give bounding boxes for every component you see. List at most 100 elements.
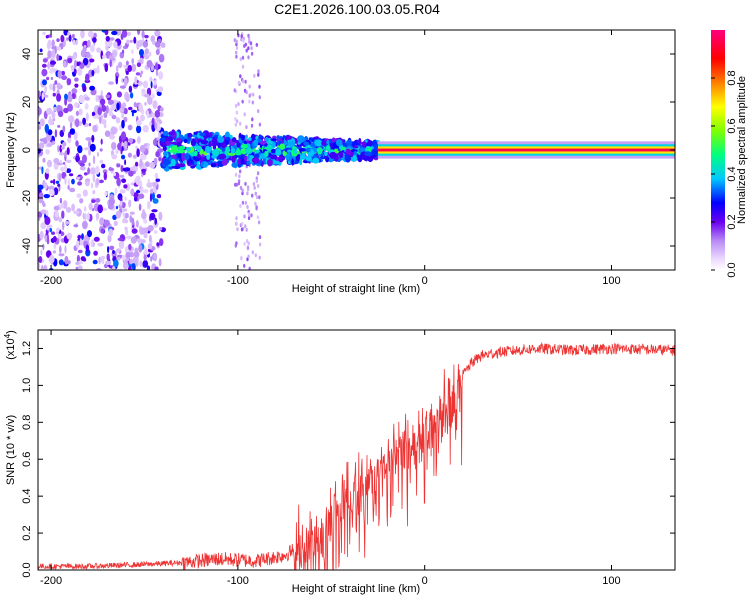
- spectrogram-noise-cell: [79, 198, 84, 204]
- spectrogram-noise-cell: [247, 33, 250, 38]
- spectrogram-noise-cell: [52, 92, 56, 97]
- spectrogram-signal-cell: [175, 138, 182, 143]
- spectrogram-noise-cell: [109, 59, 112, 68]
- spectrogram-noise-cell: [125, 60, 129, 66]
- spectrogram-noise-cell: [247, 55, 250, 60]
- spectrogram-noise-cell: [64, 150, 68, 157]
- spectrogram-noise-cell: [71, 92, 76, 100]
- snr-y-tick-label: 1.0: [21, 378, 33, 393]
- spectrogram-noise-cell: [135, 220, 139, 228]
- spectrogram-noise-cell: [48, 185, 55, 191]
- spectrogram-noise-cell: [125, 252, 131, 259]
- spectrogram-noise-cell: [81, 233, 84, 240]
- spectrogram-noise-cell: [101, 118, 107, 125]
- spectrogram-noise-cell: [119, 200, 123, 207]
- spectrogram-noise-cell: [160, 42, 166, 48]
- spectrogram-noise-cell: [255, 205, 258, 210]
- spectrogram-noise-cell: [63, 107, 69, 114]
- spectrogram-noise-cell: [257, 109, 260, 114]
- spectrogram-noise-cell: [147, 96, 153, 105]
- spectrogram-noise-cell: [140, 70, 144, 75]
- spectrogram-noise-cell: [65, 168, 72, 174]
- spectrogram-noise-cell: [116, 102, 120, 111]
- spectrogram-noise-cell: [131, 58, 134, 65]
- spectrogram-noise-cell: [112, 265, 116, 270]
- spectrogram-noise-cell: [58, 253, 65, 257]
- spectrogram-noise-cell: [245, 125, 248, 130]
- spectrogram-noise-cell: [77, 67, 83, 76]
- spectrogram-noise-cell: [73, 131, 78, 141]
- spectrogram-signal-cell: [190, 138, 197, 147]
- spectrogram-signal-cell: [201, 146, 206, 149]
- spectrogram-noise-cell: [85, 51, 91, 59]
- spectrogram-noise-cell: [82, 220, 88, 230]
- spectrogram-noise-cell: [112, 50, 117, 58]
- spectrogram-signal-cell: [308, 137, 314, 141]
- spectrogram-noise-cell: [61, 70, 65, 76]
- spectrogram-noise-cell: [75, 261, 80, 266]
- spectrogram-noise-cell: [59, 197, 63, 204]
- spectrogram-noise-cell: [138, 244, 143, 253]
- spectrogram-noise-cell: [66, 37, 69, 41]
- spectrogram-noise-cell: [48, 189, 55, 196]
- spectrogram-noise-cell: [87, 39, 91, 48]
- spectrogram-noise-cell: [85, 178, 91, 182]
- spectrogram-noise-cell: [39, 192, 44, 198]
- spectrogram-noise-cell: [80, 49, 87, 58]
- spectrogram-signal-cell: [190, 165, 196, 169]
- spectrogram-noise-cell: [121, 112, 125, 119]
- spectrogram-noise-cell: [40, 222, 47, 230]
- spectrogram-noise-cell: [47, 129, 53, 136]
- spectrogram-signal-cell: [231, 162, 238, 168]
- spectrogram-noise-cell: [121, 201, 126, 209]
- spectrogram-noise-cell: [157, 194, 162, 199]
- spectrogram-noise-cell: [95, 178, 100, 186]
- spectrogram-noise-cell: [236, 119, 239, 124]
- spectrogram-noise-cell: [248, 93, 251, 98]
- spectrogram-noise-cell: [139, 158, 143, 168]
- spectrogram-noise-cell: [136, 40, 140, 50]
- spectrogram-noise-cell: [142, 124, 149, 133]
- spectrogram-signal-cell: [258, 159, 263, 164]
- spectrogram-noise-cell: [149, 234, 152, 243]
- spectrogram-noise-cell: [131, 63, 137, 72]
- spectrogram-noise-cell: [108, 197, 115, 206]
- spectrogram-noise-cell: [39, 230, 44, 240]
- spectrogram-signal-cell: [196, 146, 201, 152]
- spectrogram-noise-cell: [38, 90, 41, 99]
- spectrogram-noise-cell: [133, 196, 138, 202]
- spectrogram-signal-cell: [299, 154, 306, 160]
- spectrogram-noise-cell: [147, 178, 150, 183]
- spectrogram-noise-cell: [147, 142, 150, 151]
- spectrogram-signal-cell: [288, 140, 296, 148]
- spectrogram-noise-cell: [68, 173, 74, 177]
- spectrogram-noise-cell: [115, 117, 121, 124]
- colorbar-tick-label: 0.0: [726, 262, 738, 277]
- spectrogram-noise-cell: [122, 217, 128, 223]
- spectrogram-noise-cell: [244, 79, 247, 84]
- spectrogram-noise-cell: [122, 167, 129, 172]
- spectrogram-noise-cell: [56, 46, 62, 51]
- spectrogram-noise-cell: [76, 176, 81, 180]
- spectrogram-noise-cell: [241, 55, 245, 60]
- spectrogram-noise-cell: [105, 45, 109, 51]
- spectrogram-noise-cell: [136, 148, 140, 158]
- spectrogram-noise-cell: [258, 255, 261, 260]
- spectrogram-noise-cell: [75, 110, 79, 117]
- spectrogram-noise-cell: [240, 37, 243, 42]
- spectrogram-noise-cell: [92, 37, 97, 43]
- spectrogram-noise-cell: [157, 148, 164, 153]
- spectrogram-signal-cell: [303, 141, 309, 146]
- spectrogram-signal-cell: [217, 136, 225, 143]
- spectrogram-noise-cell: [155, 178, 161, 182]
- spectrogram-signal-cell: [196, 153, 201, 159]
- spectrogram-noise-cell: [256, 171, 260, 176]
- spectrogram-noise-cell: [239, 169, 242, 174]
- spectrogram-noise-cell: [157, 86, 164, 93]
- spectrogram-noise-cell: [69, 128, 76, 135]
- spectrogram-noise-cell: [241, 99, 244, 104]
- spectrogram-noise-cell: [49, 227, 53, 233]
- spectrogram-noise-cell: [44, 216, 51, 225]
- spectrogram-noise-cell: [73, 210, 80, 215]
